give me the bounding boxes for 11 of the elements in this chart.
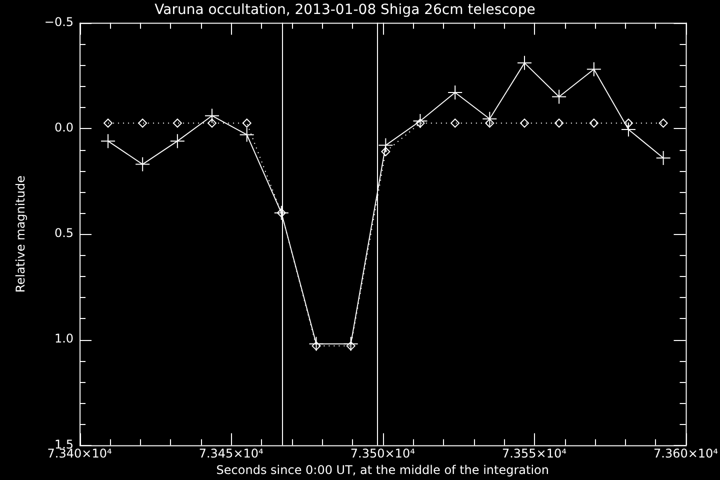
y-tick-label: 0.5	[54, 226, 74, 240]
chart-title: Varuna occultation, 2013-01-08 Shiga 26cm telescope	[154, 2, 536, 18]
y-tick-label: −0.5	[44, 14, 74, 29]
y-axis-title: Relative magnitude	[13, 175, 28, 293]
x-tick-label: 7.345×10⁴	[198, 446, 264, 461]
y-tick-label: 0.0	[54, 120, 74, 135]
x-axis-title: Seconds since 0:00 UT, at the middle of the integration	[216, 462, 549, 477]
y-tick-label: 1.0	[54, 332, 74, 346]
x-tick-label: 7.350×10⁴	[350, 446, 416, 461]
x-tick-label: 7.355×10⁴	[502, 446, 567, 461]
x-tick-label: 7.360×10⁴	[654, 446, 718, 461]
